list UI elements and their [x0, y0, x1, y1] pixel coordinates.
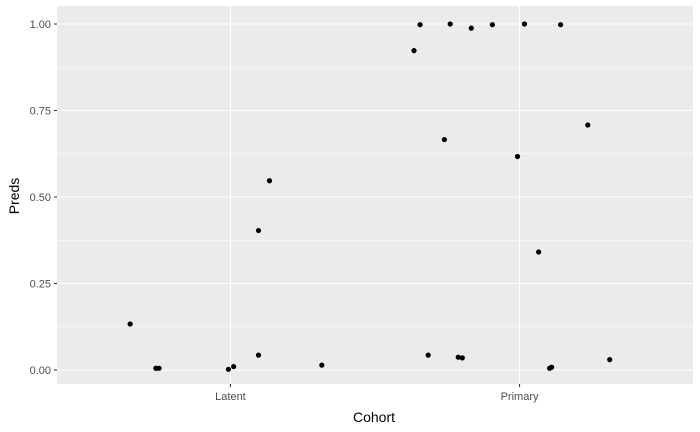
- panel-background: [57, 6, 693, 384]
- data-point: [411, 48, 417, 54]
- data-point: [455, 354, 461, 360]
- data-point: [425, 352, 431, 358]
- y-axis: 0.00 0.25 0.50 0.75 1.00: [30, 19, 57, 377]
- data-point: [225, 366, 232, 372]
- data-point: [319, 362, 325, 368]
- data-point: [489, 22, 495, 28]
- y-tick-label: 0.00: [30, 365, 51, 377]
- y-tick-label: 0.75: [30, 106, 51, 118]
- x-axis: Latent Primary: [215, 384, 539, 403]
- x-tick-label: Primary: [501, 391, 539, 403]
- data-point: [447, 21, 453, 27]
- grid-lines: [57, 6, 693, 384]
- y-axis-title: Preds: [6, 178, 22, 215]
- y-tick-label: 0.25: [30, 279, 51, 291]
- data-point: [156, 365, 162, 371]
- y-tick-label: 0.50: [30, 192, 51, 204]
- data-point: [549, 364, 555, 370]
- x-tick-label: Latent: [215, 391, 246, 403]
- data-point: [441, 136, 447, 143]
- data-point: [521, 21, 528, 27]
- data-point: [514, 153, 521, 160]
- data-point: [231, 363, 237, 370]
- data-point: [607, 357, 613, 363]
- data-point: [557, 22, 564, 28]
- data-point: [468, 25, 474, 31]
- data-point: [255, 227, 262, 234]
- data-point: [127, 321, 133, 327]
- data-point: [459, 355, 465, 361]
- y-tick-label: 1.00: [30, 19, 51, 31]
- data-point: [585, 122, 591, 128]
- data-point: [255, 352, 262, 358]
- data-point: [266, 178, 273, 184]
- x-axis-title: Cohort: [353, 409, 395, 425]
- data-point: [417, 22, 423, 28]
- data-point: [536, 249, 542, 255]
- data-points: [127, 21, 613, 372]
